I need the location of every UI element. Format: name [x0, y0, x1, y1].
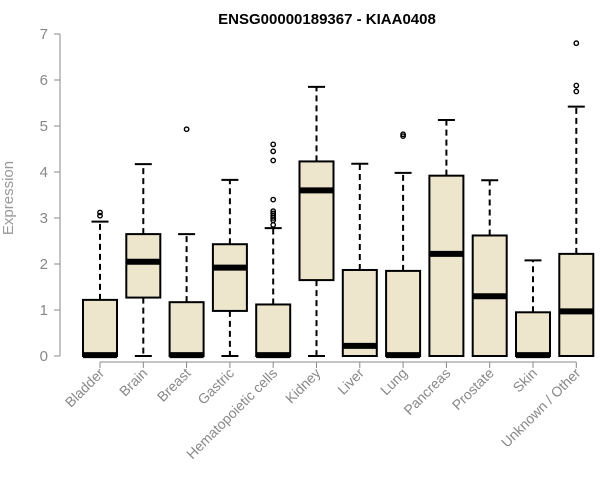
y-tick-label: 0	[40, 348, 48, 365]
outlier-point	[573, 88, 580, 95]
outlier-point	[400, 131, 406, 138]
box-group-breast	[168, 126, 205, 359]
outlier-point	[97, 212, 103, 219]
y-tick-label: 2	[40, 256, 48, 273]
box-group-lung	[385, 131, 422, 359]
x-tick-label: Breast	[154, 365, 194, 405]
x-tick-label: Prostate	[449, 365, 497, 413]
outlier-point	[270, 196, 277, 203]
box-group-prostate	[471, 179, 508, 357]
box-iqr	[168, 301, 205, 357]
box-group-pancreas	[428, 119, 465, 357]
box-group-brain	[125, 163, 162, 357]
box-iqr	[558, 252, 595, 358]
y-axis: 0 1 2 3 4 5 6 7	[40, 26, 61, 365]
x-tick-label: Liver	[334, 365, 367, 398]
x-tick-label: Bladder	[62, 365, 108, 411]
y-tick-label: 5	[40, 118, 48, 135]
box-group-hematopoietic-cells	[255, 141, 292, 359]
outlier-point	[573, 40, 580, 47]
x-tick-label: Brain	[116, 365, 150, 399]
outlier-point	[270, 141, 277, 148]
x-tick-label: Pancreas	[400, 365, 453, 418]
x-tick-label: Lung	[377, 365, 410, 398]
box-group-gastric	[211, 178, 248, 357]
x-tick-label: Skin	[510, 365, 541, 396]
outlier-point	[183, 126, 190, 133]
box-group-kidney	[298, 85, 335, 357]
y-tick-label: 1	[40, 302, 48, 319]
outlier-point	[270, 210, 277, 217]
y-tick-label: 7	[40, 26, 48, 43]
x-tick-label: Kidney	[282, 365, 324, 407]
box-iqr	[298, 160, 335, 282]
x-tick-label: Unknown / Other	[498, 365, 584, 451]
box-iqr	[428, 174, 465, 357]
outlier-point	[270, 148, 277, 155]
outlier-point	[270, 221, 277, 228]
box-iqr	[515, 311, 551, 357]
outlier-point	[573, 82, 580, 89]
plot-area	[82, 40, 595, 359]
box-group-liver	[341, 162, 378, 358]
box-iqr	[82, 298, 118, 358]
box-iqr	[255, 303, 292, 358]
box-group-unknown-other	[558, 40, 595, 358]
box-iqr	[125, 233, 162, 299]
outlier-point	[97, 209, 103, 216]
box-iqr	[341, 268, 378, 358]
y-tick-label: 6	[40, 72, 48, 89]
chart-title: ENSG00000189367 - KIAA0408	[218, 11, 436, 28]
y-axis-label: Expression	[0, 161, 17, 235]
box-group-skin	[515, 259, 551, 359]
box-iqr	[385, 269, 422, 357]
x-tick-label: Gastric	[194, 365, 237, 408]
box-group-bladder	[82, 209, 118, 359]
box-iqr	[211, 243, 248, 312]
y-tick-label: 3	[40, 210, 48, 227]
outlier-point	[270, 157, 277, 164]
outlier-point	[270, 208, 277, 215]
y-tick-label: 4	[40, 164, 48, 181]
